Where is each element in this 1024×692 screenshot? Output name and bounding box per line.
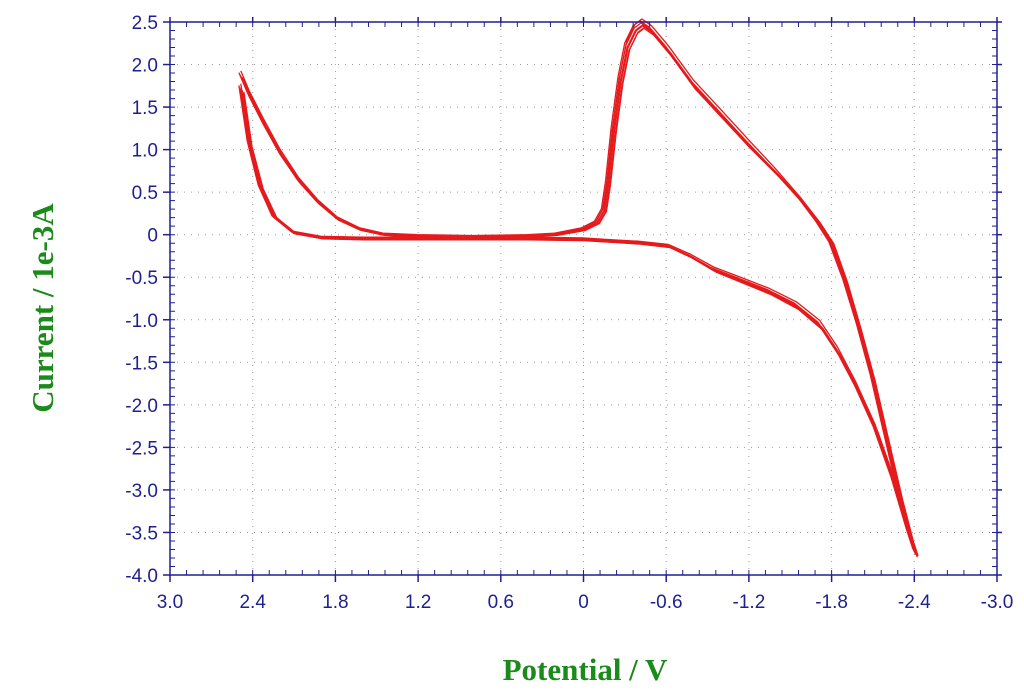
x-tick-label: 1.2 [405, 592, 431, 613]
minor-ticks [169, 21, 998, 576]
x-tick-label: 0 [578, 592, 589, 613]
y-axis-ticks: 2.5 2.0 1.5 1.0 0.5 0 -0.5 -1.0 -1.5 -2.0 -2.5 -3.0… [125, 13, 1002, 587]
y-tick-label: 2.0 [132, 56, 158, 77]
y-tick-label: -3.0 [125, 481, 158, 502]
y-tick-label: -4.0 [125, 566, 158, 587]
x-tick-label: 1.8 [322, 592, 348, 613]
x-tick-label: -0.6 [650, 592, 683, 613]
y-tick-label: -1.5 [125, 353, 158, 374]
y-tick-label: -2.0 [125, 396, 158, 417]
x-axis-title: Potential / V [503, 652, 668, 687]
grid-lines [170, 22, 997, 575]
y-tick-label: -0.5 [125, 268, 158, 289]
y-axis-title: Current / 1e-3A [25, 203, 60, 413]
minor-tick-marks [169, 21, 998, 576]
cv-cycle-line [240, 18, 916, 549]
y-tick-label: -1.0 [125, 311, 158, 332]
y-tick-label: -3.5 [125, 523, 158, 544]
y-tick-label: 0.5 [132, 183, 158, 204]
x-tick-label: -1.2 [733, 592, 766, 613]
x-tick-label: 3.0 [157, 592, 183, 613]
x-tick-label: 0.6 [488, 592, 514, 613]
x-tick-label: -3.0 [981, 592, 1014, 613]
y-tick-label: -2.5 [125, 438, 158, 459]
curve-layer [238, 18, 919, 558]
x-tick-label: -2.4 [898, 592, 931, 613]
y-tick-label: 1.0 [132, 141, 158, 162]
x-tick-label: -1.8 [815, 592, 848, 613]
x-tick-label: 2.4 [239, 592, 266, 613]
x-axis-ticks: 3.0 2.4 1.8 1.2 0.6 0 -0.6 -1.2 -1.8 -2.4 -3.0 [157, 17, 1014, 613]
y-tick-label: 2.5 [132, 13, 158, 34]
y-tick-label: 1.5 [132, 98, 158, 119]
y-tick-label: 0 [147, 226, 158, 247]
